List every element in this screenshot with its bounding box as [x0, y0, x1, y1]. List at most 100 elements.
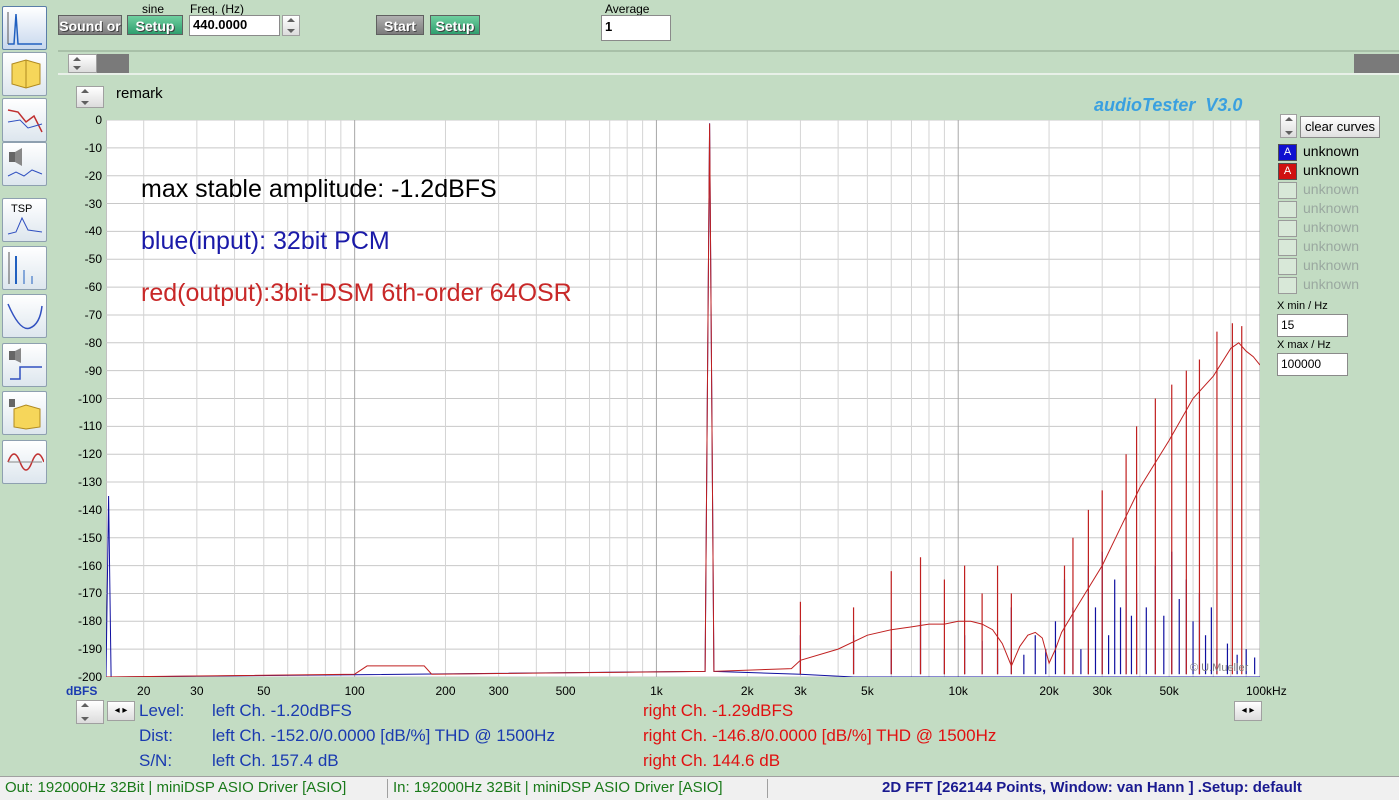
remark-spinner[interactable] — [76, 86, 104, 108]
status-divider-1 — [387, 779, 388, 798]
fft-chart — [106, 120, 1260, 677]
legend-marker[interactable]: A — [1278, 144, 1297, 161]
stats-scroll-left-arrows[interactable]: ◂ ▸ — [107, 701, 135, 721]
x-tick-label: 50 — [257, 684, 271, 698]
y-tick-label: 0 — [95, 113, 102, 127]
sn-label: S/N: — [139, 751, 173, 770]
y-tick-label: -40 — [84, 224, 102, 239]
copyright-label: © U.Mueller — [1190, 662, 1249, 674]
analyzer-setup-button[interactable]: Setup — [430, 15, 480, 35]
y-tick-label: -200 — [77, 670, 102, 684]
x-tick-label: 10k — [948, 684, 968, 698]
status-mode: 2D FFT [262144 Points, Window: van Hann … — [882, 779, 1302, 796]
legend-label[interactable]: unknown — [1303, 276, 1360, 292]
y-tick-label: -30 — [84, 196, 102, 211]
panel-scroll-left[interactable] — [97, 54, 129, 73]
y-tick-label: -110 — [78, 419, 102, 434]
annotation-max-amplitude: max stable amplitude: -1.2dBFS — [141, 175, 497, 203]
x-tick-label: 30k — [1092, 684, 1112, 698]
response-icon[interactable] — [2, 98, 47, 142]
legend-marker[interactable] — [1278, 220, 1297, 237]
y-tick-label: -140 — [77, 502, 102, 517]
start-button[interactable]: Start — [376, 15, 424, 35]
y-tick-label: -170 — [77, 586, 102, 601]
clear-curves-button[interactable]: clear curves — [1300, 116, 1380, 138]
panel-collapse-spinner[interactable] — [68, 54, 97, 73]
legend-marker[interactable] — [1278, 239, 1297, 256]
legend-label[interactable]: unknown — [1303, 200, 1360, 216]
right-level-value: right Ch. -1.29dBFS — [643, 701, 794, 720]
y-tick-label: -180 — [77, 614, 102, 629]
right-sn-value: right Ch. 144.6 dB — [643, 751, 781, 770]
signal-setup-button[interactable]: Setup — [127, 15, 183, 35]
right-dist-value: right Ch. -146.8/0.0000 [dB/%] THD @ 150… — [643, 726, 997, 745]
legend-label[interactable]: unknown — [1303, 257, 1360, 273]
legend-marker[interactable] — [1278, 277, 1297, 294]
tsp-icon[interactable]: TSP — [2, 198, 47, 242]
y-tick-label: -120 — [77, 447, 102, 462]
y-tick-label: -130 — [77, 475, 102, 490]
freq-spinner[interactable] — [282, 15, 300, 36]
y-tick-label: -50 — [84, 252, 102, 267]
legend-label[interactable]: unknown — [1303, 238, 1360, 254]
legend-label[interactable]: unknown — [1303, 181, 1360, 197]
annotation-blue-input: blue(input): 32bit PCM — [141, 227, 390, 255]
legend-label[interactable]: unknown — [1303, 219, 1360, 235]
x-tick-label: 500 — [555, 684, 576, 698]
x-tick-label: 1k — [650, 684, 663, 698]
average-input[interactable]: 1 — [601, 15, 671, 41]
panel-scroll-right[interactable] — [1354, 54, 1399, 73]
y-tick-label: -90 — [84, 363, 102, 378]
fft-icon[interactable] — [2, 246, 47, 290]
legend-label[interactable]: unknown — [1303, 143, 1360, 159]
y-tick-label: -80 — [84, 335, 102, 350]
xmin-label: X min / Hz — [1277, 300, 1328, 312]
tool-sidebar: TSP — [0, 0, 52, 800]
speaker-step-icon[interactable] — [2, 343, 47, 387]
freq-input[interactable]: 440.0000 — [189, 15, 280, 36]
y-axis: 0 -10 -20 -30 -40 -50 -60 -70 -80 -90 -100 -110 -120… — [60, 0, 102, 800]
x-axis: 20 30 50 100 200 300 500 1k 2k 3k 5k 10k 20k 30k 50k 10… — [0, 684, 1399, 700]
remark-label: remark — [116, 85, 163, 102]
legend-marker[interactable] — [1278, 182, 1297, 199]
waveform-icon[interactable] — [2, 440, 47, 484]
separator-bar — [58, 50, 1399, 52]
stats-scroll-right-arrows[interactable]: ◂ ▸ — [1234, 701, 1262, 721]
x-tick-label: 2k — [740, 684, 754, 698]
speaker-sweep-icon[interactable] — [2, 142, 47, 186]
x-tick-label: 20k — [1039, 684, 1059, 698]
legend-marker[interactable]: A — [1278, 163, 1297, 180]
legend-marker[interactable] — [1278, 258, 1297, 275]
legend-spinner[interactable] — [1280, 114, 1297, 138]
y-axis-label: dBFS — [66, 684, 98, 698]
average-label: Average — [605, 2, 650, 16]
x-tick-label: 300 — [488, 684, 509, 698]
filter-curve-icon[interactable] — [2, 294, 47, 338]
xmin-input[interactable]: 15 — [1277, 314, 1348, 337]
legend-label[interactable]: unknown — [1303, 162, 1360, 178]
xmax-label: X max / Hz — [1277, 339, 1331, 351]
x-tick-label: 100 — [344, 684, 365, 698]
x-tick-label: 5k — [861, 684, 874, 698]
y-tick-label: -160 — [77, 558, 102, 573]
dist-label: Dist: — [139, 726, 173, 745]
y-tick-label: -10 — [84, 140, 102, 155]
x-tick-label: 3k — [794, 684, 807, 698]
stats-spinner[interactable] — [76, 700, 104, 724]
brand-label: audioTester V3.0 — [1094, 95, 1243, 115]
xmax-input[interactable]: 100000 — [1277, 353, 1348, 376]
signal-type-label: sine — [142, 2, 165, 16]
y-tick-label: -70 — [84, 307, 102, 322]
series-line-2 — [106, 123, 1260, 677]
status-in: In: 192000Hz 32Bit | miniDSP ASIO Driver… — [393, 779, 723, 796]
speaker-book-icon[interactable] — [2, 52, 47, 96]
sound-out-button[interactable]: Sound or — [58, 15, 122, 35]
y-tick-label: -20 — [84, 168, 102, 183]
speaker-book2-icon[interactable] — [2, 391, 47, 435]
level-label: Level: — [139, 701, 185, 720]
status-out: Out: 192000Hz 32Bit | miniDSP ASIO Drive… — [5, 779, 347, 796]
spectrum-icon[interactable] — [2, 6, 47, 50]
x-tick-label: 20 — [137, 684, 151, 698]
legend-marker[interactable] — [1278, 201, 1297, 218]
y-tick-label: -60 — [84, 280, 102, 295]
